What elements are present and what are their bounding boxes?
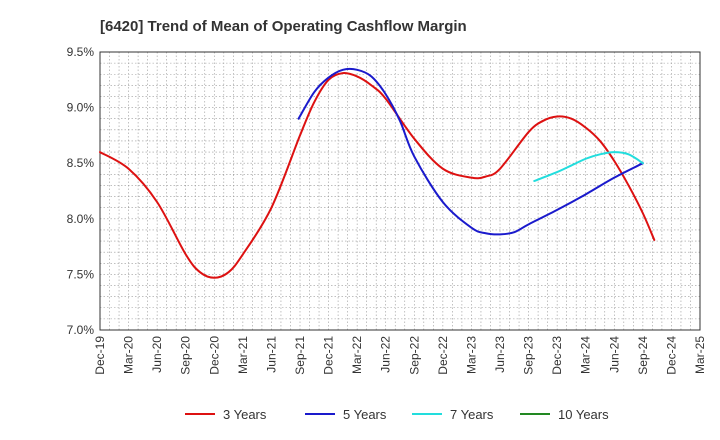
x-tick-label: Jun-24 [607,336,621,373]
y-tick-label: 7.0% [67,323,95,337]
legend-label: 10 Years [558,407,609,422]
plot-area [100,52,700,330]
series-line-5-years [297,67,644,236]
x-tick-label: Dec-24 [664,336,678,375]
y-axis-tick-labels: 7.0% 7.5% 8.0% 8.5% 9.0% 9.5% [67,45,95,337]
x-axis-tick-labels: Dec-19 Mar-20 Jun-20 Sep-20 Dec-20 Mar-21 Jun-… [93,336,707,375]
x-tick-label: Dec-23 [550,336,564,375]
x-tick-label: Mar-21 [236,336,250,374]
x-tick-label: Sep-21 [293,336,307,375]
legend-label: 5 Years [343,407,387,422]
x-tick-label: Dec-22 [436,336,450,375]
legend-label: 3 Years [223,407,267,422]
y-tick-label: 8.5% [67,156,95,170]
legend-label: 7 Years [450,407,494,422]
x-tick-label: Mar-22 [350,336,364,374]
series-line-7-years [533,151,644,182]
x-tick-label: Sep-20 [179,336,193,375]
legend: 3 Years 5 Years 7 Years 10 Years [185,407,609,422]
x-tick-label: Sep-22 [407,336,421,375]
x-tick-label: Dec-21 [322,336,336,375]
x-tick-label: Jun-20 [150,336,164,373]
x-tick-label: Sep-23 [522,336,536,375]
x-tick-label: Sep-24 [636,336,650,375]
x-tick-label: Jun-21 [264,336,278,373]
x-tick-label: Jun-22 [379,336,393,373]
legend-item-5-years: 5 Years [305,407,387,422]
series-lines [99,67,656,279]
x-tick-label: Jun-23 [493,336,507,373]
grid [100,51,700,331]
y-tick-label: 9.5% [67,45,95,59]
x-tick-label: Mar-23 [464,336,478,374]
legend-item-7-years: 7 Years [412,407,494,422]
y-tick-label: 8.0% [67,212,95,226]
chart-title: [6420] Trend of Mean of Operating Cashfl… [100,18,467,35]
y-tick-label: 7.5% [67,267,95,281]
y-tick-label: 9.0% [67,101,95,115]
x-tick-label: Mar-24 [579,336,593,374]
x-tick-label: Mar-20 [122,336,136,374]
plot-border [99,51,701,331]
legend-item-3-years: 3 Years [185,407,267,422]
x-tick-label: Dec-20 [207,336,221,375]
x-tick-label: Dec-19 [93,336,107,375]
legend-item-10-years: 10 Years [520,407,609,422]
series-line-3-years [99,72,656,279]
x-tick-label: Mar-25 [693,336,707,374]
